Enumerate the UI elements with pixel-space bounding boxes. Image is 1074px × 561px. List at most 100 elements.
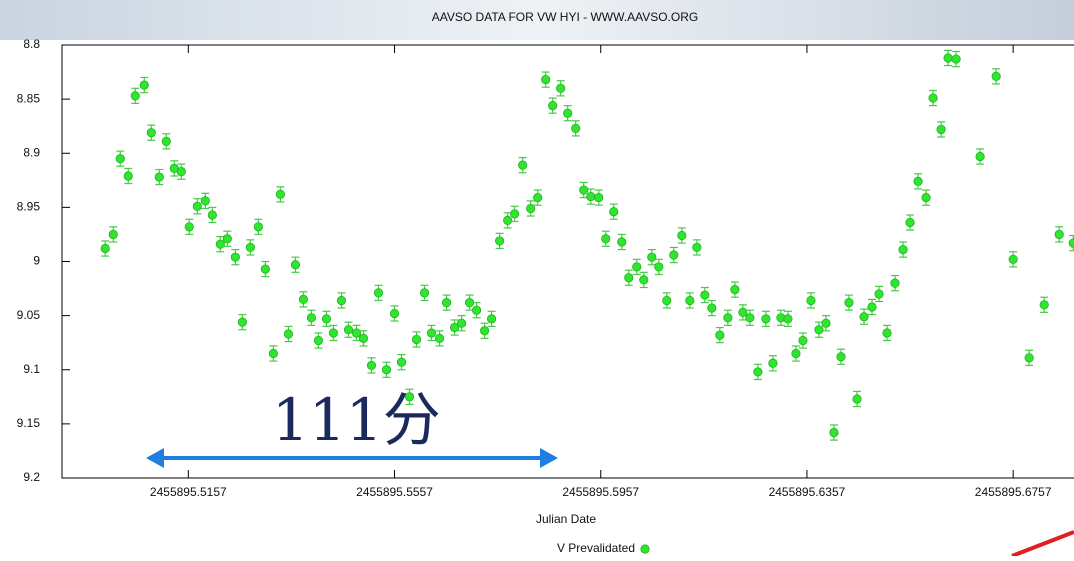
point bbox=[784, 315, 792, 323]
point bbox=[563, 109, 571, 117]
point bbox=[792, 349, 800, 357]
x-tick-label: 2455895.5957 bbox=[562, 485, 639, 499]
point bbox=[487, 315, 495, 323]
point bbox=[185, 223, 193, 231]
point bbox=[830, 428, 838, 436]
point bbox=[663, 296, 671, 304]
y-tick-label: 8.9 bbox=[23, 145, 40, 159]
point bbox=[382, 366, 390, 374]
point bbox=[769, 359, 777, 367]
y-tick-label: 9.2 bbox=[23, 470, 40, 484]
point bbox=[359, 334, 367, 342]
point bbox=[754, 368, 762, 376]
point bbox=[337, 296, 345, 304]
x-tick-label: 2455895.5557 bbox=[356, 485, 433, 499]
point bbox=[518, 161, 526, 169]
point bbox=[625, 274, 633, 282]
point bbox=[678, 231, 686, 239]
point bbox=[944, 54, 952, 62]
point bbox=[526, 204, 534, 212]
chart-title: AAVSO DATA FOR VW HYI - WWW.AAVSO.ORG bbox=[432, 10, 698, 24]
point bbox=[533, 193, 541, 201]
point bbox=[541, 75, 549, 83]
point bbox=[952, 55, 960, 63]
point bbox=[922, 193, 930, 201]
x-tick-label: 2455895.6757 bbox=[975, 485, 1052, 499]
point bbox=[140, 81, 148, 89]
point bbox=[284, 330, 292, 338]
point bbox=[465, 298, 473, 306]
point bbox=[101, 244, 109, 252]
point bbox=[495, 237, 503, 245]
point bbox=[670, 251, 678, 259]
point bbox=[427, 329, 435, 337]
point bbox=[177, 167, 185, 175]
point bbox=[906, 218, 914, 226]
point bbox=[472, 306, 480, 314]
x-tick-label: 2455895.6357 bbox=[769, 485, 846, 499]
y-tick-label: 9.05 bbox=[17, 308, 41, 322]
point bbox=[246, 243, 254, 251]
point bbox=[992, 72, 1000, 80]
point bbox=[655, 263, 663, 271]
point bbox=[124, 172, 132, 180]
point bbox=[442, 298, 450, 306]
point bbox=[618, 238, 626, 246]
point bbox=[602, 235, 610, 243]
point bbox=[610, 208, 618, 216]
point bbox=[412, 335, 420, 343]
point bbox=[291, 261, 299, 269]
point bbox=[435, 334, 443, 342]
point bbox=[883, 329, 891, 337]
point bbox=[109, 230, 117, 238]
point bbox=[899, 245, 907, 253]
point bbox=[116, 154, 124, 162]
point bbox=[269, 349, 277, 357]
point bbox=[254, 223, 262, 231]
point bbox=[457, 319, 465, 327]
point bbox=[860, 313, 868, 321]
point bbox=[587, 192, 595, 200]
y-tick-label: 8.85 bbox=[17, 91, 41, 105]
point bbox=[701, 291, 709, 299]
point bbox=[746, 314, 754, 322]
point bbox=[716, 331, 724, 339]
point bbox=[875, 290, 883, 298]
point bbox=[724, 314, 732, 322]
point bbox=[799, 336, 807, 344]
point bbox=[762, 315, 770, 323]
point bbox=[845, 298, 853, 306]
y-tick-label: 8.8 bbox=[23, 37, 40, 51]
point bbox=[807, 296, 815, 304]
point bbox=[937, 125, 945, 133]
point bbox=[548, 101, 556, 109]
point bbox=[162, 137, 170, 145]
point bbox=[1025, 354, 1033, 362]
point bbox=[420, 289, 428, 297]
chart: AAVSO DATA FOR VW HYI - WWW.AAVSO.ORG Ju… bbox=[0, 0, 1074, 556]
legend-label: V Prevalidated bbox=[557, 541, 635, 555]
point bbox=[580, 186, 588, 194]
point bbox=[367, 361, 375, 369]
point bbox=[571, 124, 579, 132]
point bbox=[261, 265, 269, 273]
point bbox=[208, 211, 216, 219]
point bbox=[276, 190, 284, 198]
point bbox=[648, 253, 656, 261]
point bbox=[322, 315, 330, 323]
point bbox=[868, 303, 876, 311]
x-axis-label: Julian Date bbox=[536, 512, 596, 526]
point bbox=[329, 329, 337, 337]
point bbox=[731, 285, 739, 293]
point bbox=[131, 92, 139, 100]
y-tick-label: 9.15 bbox=[17, 416, 41, 430]
point bbox=[503, 216, 511, 224]
y-tick-label: 8.95 bbox=[17, 200, 41, 214]
point bbox=[155, 173, 163, 181]
point bbox=[640, 276, 648, 284]
point bbox=[201, 197, 209, 205]
point bbox=[390, 309, 398, 317]
point bbox=[1069, 239, 1074, 247]
point bbox=[686, 296, 694, 304]
point bbox=[510, 210, 518, 218]
